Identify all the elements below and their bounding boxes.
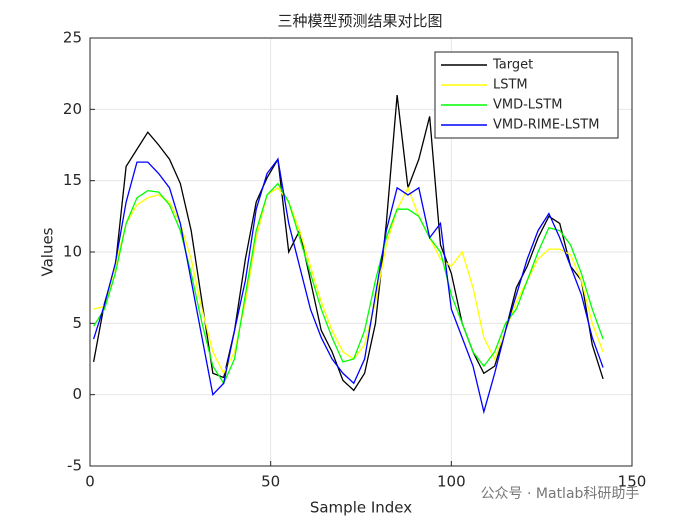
series-line (93, 182, 604, 385)
y-tick-label: 20 (63, 100, 82, 118)
watermark: 公众号 · Matlab科研助手 (481, 486, 640, 502)
x-tick-label: 150 (618, 473, 647, 491)
chart-title: 三种模型预测结果对比图 (277, 12, 442, 30)
legend-label: LSTM (493, 78, 528, 93)
series-line (93, 186, 604, 375)
series-line (92, 94, 604, 392)
y-tick-label: 5 (72, 314, 82, 332)
x-tick-label: 100 (437, 473, 466, 491)
legend-label: Target (492, 58, 533, 73)
x-tick-label: 0 (85, 473, 95, 491)
y-tick-label: 10 (63, 243, 82, 261)
legend-label: VMD-RIME-LSTM (493, 118, 599, 133)
y-tick-label: 0 (72, 385, 82, 403)
x-axis-label: Sample Index (310, 499, 412, 517)
axes-box (89, 37, 633, 467)
legend-label: VMD-LSTM (493, 98, 562, 113)
y-tick-label: -5 (67, 457, 82, 475)
series-line (92, 157, 604, 415)
legend-box (434, 51, 619, 139)
y-tick-label: 25 (63, 29, 82, 47)
x-tick-label: 50 (261, 473, 280, 491)
y-axis-label: Values (39, 227, 57, 276)
y-tick-label: 15 (63, 171, 82, 189)
